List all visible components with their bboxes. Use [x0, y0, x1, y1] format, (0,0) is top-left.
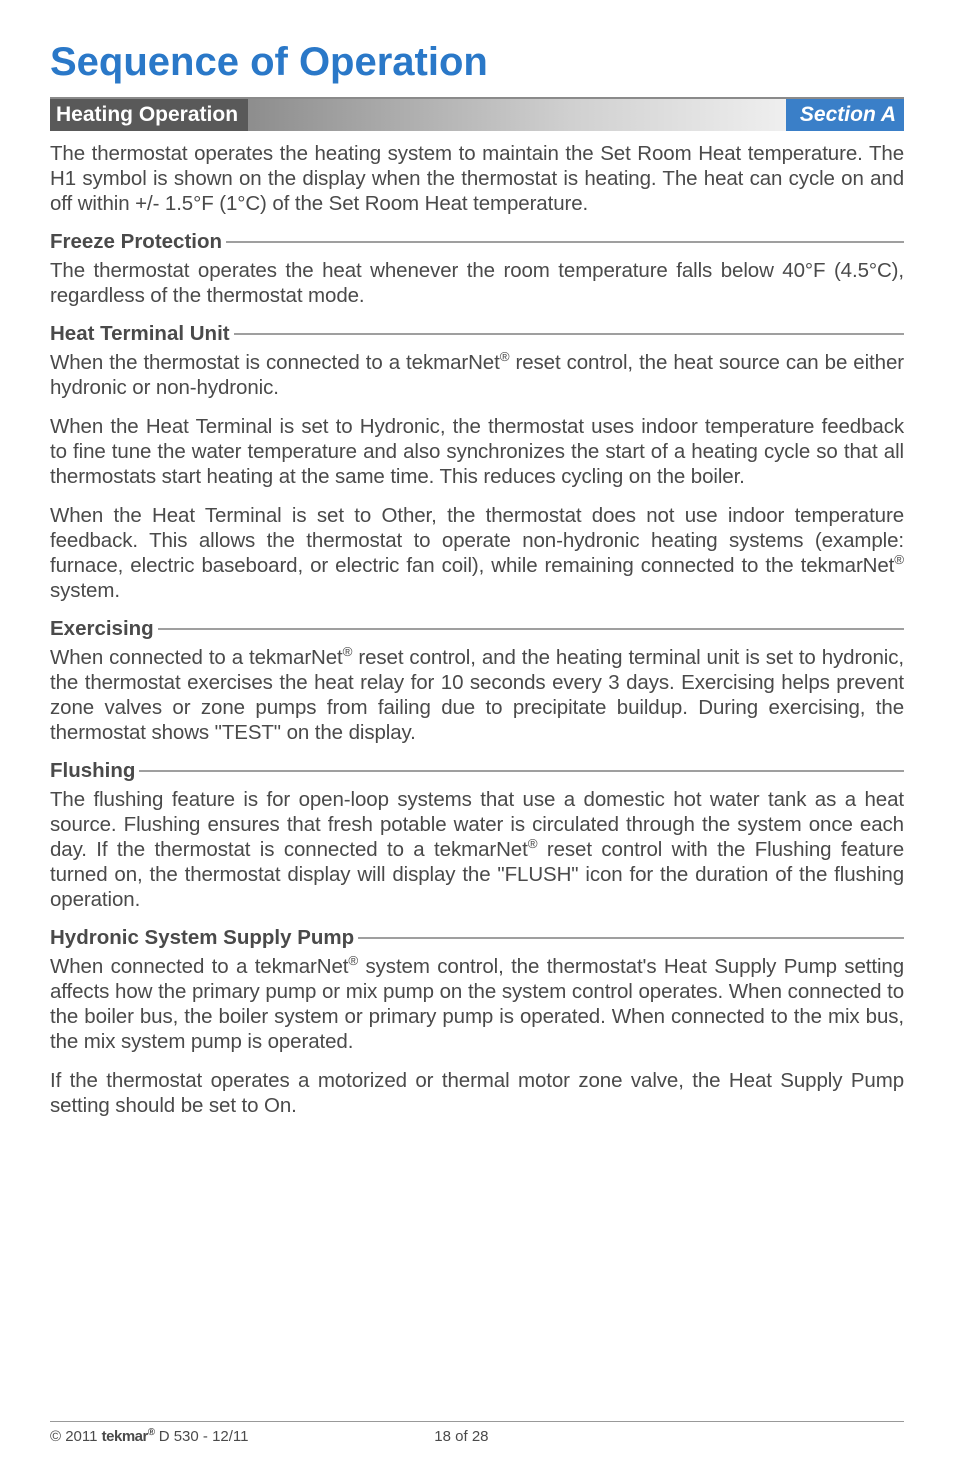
heat-terminal-p1: When the thermostat is connected to a te…	[50, 350, 904, 400]
heat-terminal-p3: When the Heat Terminal is set to Other, …	[50, 503, 904, 603]
subheading-heat-terminal: Heat Terminal Unit	[50, 322, 904, 346]
subheading-rule	[158, 628, 904, 630]
subheading-exercising-text: Exercising	[50, 617, 158, 641]
page-footer: © 2011 tekmar® D 530 - 12/11 18 of 28	[50, 1421, 904, 1445]
section-header-left: Heating Operation	[50, 99, 248, 131]
registered-mark: ®	[348, 953, 358, 968]
subheading-exercising: Exercising	[50, 617, 904, 641]
text-fragment: system.	[50, 579, 120, 602]
hydronic-p1: When connected to a tekmarNet® system co…	[50, 954, 904, 1054]
section-header-gradient	[248, 99, 786, 131]
text-fragment: When connected to a tekmarNet	[50, 955, 348, 978]
subheading-rule	[139, 770, 904, 772]
exercising-paragraph: When connected to a tekmarNet® reset con…	[50, 645, 904, 745]
subheading-flushing-text: Flushing	[50, 759, 139, 783]
page-title: Sequence of Operation	[50, 40, 904, 85]
subheading-rule	[226, 241, 904, 243]
text-fragment: When the Heat Terminal is set to Other, …	[50, 504, 904, 577]
freeze-paragraph: The thermostat operates the heat wheneve…	[50, 258, 904, 308]
flushing-paragraph: The flushing feature is for open-loop sy…	[50, 787, 904, 912]
heat-terminal-p2: When the Heat Terminal is set to Hydroni…	[50, 414, 904, 489]
subheading-flushing: Flushing	[50, 759, 904, 783]
footer-left: © 2011 tekmar® D 530 - 12/11	[50, 1428, 434, 1445]
footer-page-number: 18 of 28	[434, 1428, 690, 1445]
subheading-hydronic-text: Hydronic System Supply Pump	[50, 926, 358, 950]
footer-brand: tekmar	[102, 1428, 148, 1445]
registered-mark: ®	[500, 349, 510, 364]
intro-paragraph: The thermostat operates the heating syst…	[50, 141, 904, 216]
section-header-right: Section A	[786, 99, 904, 131]
registered-mark: ®	[528, 836, 538, 851]
footer-doc: D 530 - 12/11	[155, 1428, 249, 1445]
footer-copyright: © 2011	[50, 1428, 102, 1445]
subheading-rule	[234, 333, 904, 335]
subheading-freeze-text: Freeze Protection	[50, 230, 226, 254]
registered-mark: ®	[894, 552, 904, 567]
text-fragment: When connected to a tekmarNet	[50, 646, 343, 669]
subheading-hydronic: Hydronic System Supply Pump	[50, 926, 904, 950]
footer-brand-mark: ®	[148, 1427, 155, 1438]
hydronic-p2: If the thermostat operates a motorized o…	[50, 1068, 904, 1118]
registered-mark: ®	[343, 644, 353, 659]
text-fragment: When the thermostat is connected to a te…	[50, 351, 500, 374]
subheading-rule	[358, 937, 904, 939]
section-header-bar: Heating Operation Section A	[50, 97, 904, 131]
subheading-freeze: Freeze Protection	[50, 230, 904, 254]
subheading-heat-terminal-text: Heat Terminal Unit	[50, 322, 234, 346]
